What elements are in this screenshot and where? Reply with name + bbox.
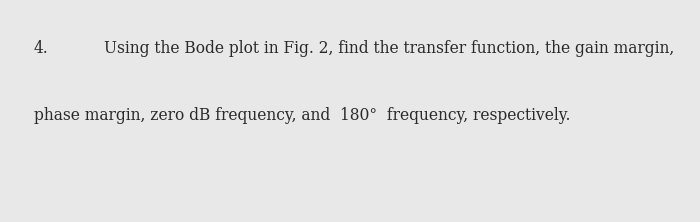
Text: 4.: 4. [34, 40, 48, 57]
Text: Using the Bode plot in Fig. 2, find the transfer function, the gain margin,: Using the Bode plot in Fig. 2, find the … [104, 40, 674, 57]
Text: phase margin, zero dB frequency, and  180°  frequency, respectively.: phase margin, zero dB frequency, and 180… [34, 107, 570, 124]
